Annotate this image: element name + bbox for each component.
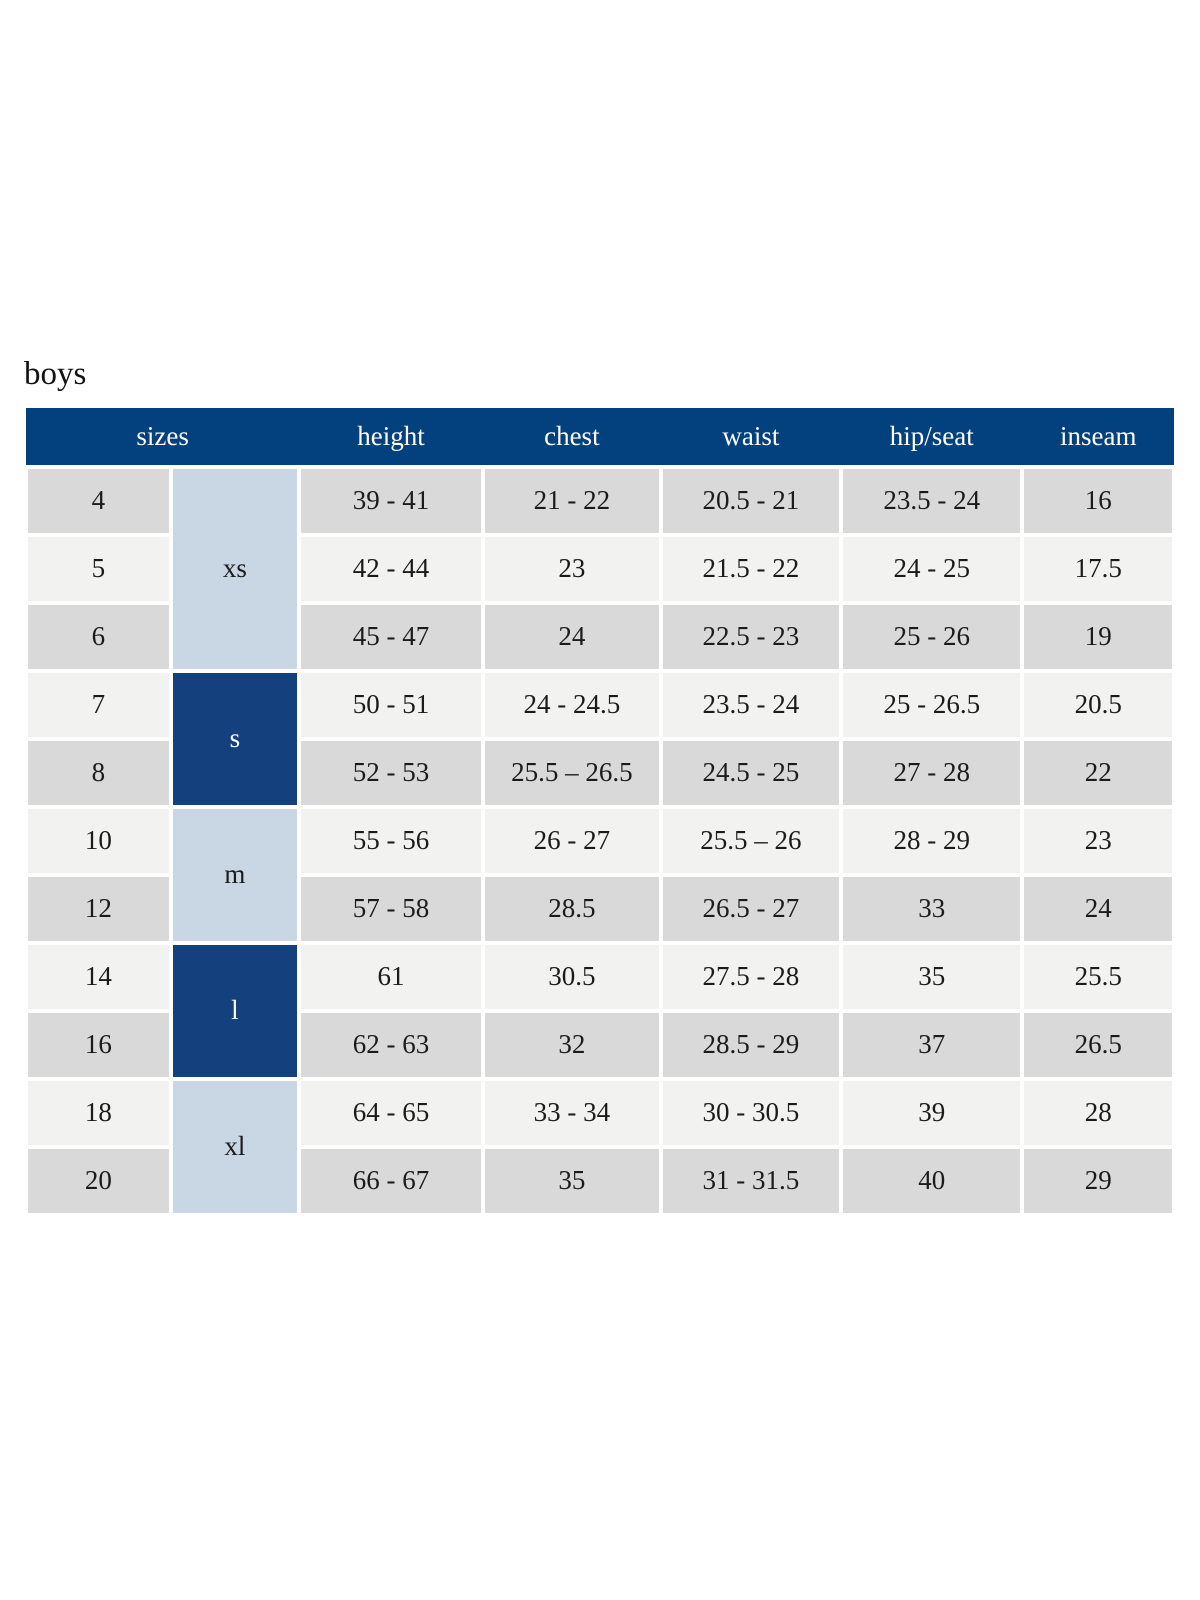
waist-cell: 28.5 - 29 bbox=[658, 1008, 844, 1081]
table-row: 4 xs 39 - 41 21 - 22 20.5 - 21 23.5 - 24 16 bbox=[24, 464, 1176, 673]
hip-seat-cell: 28 - 29 bbox=[839, 804, 1025, 877]
column-header-height: height bbox=[299, 407, 483, 467]
size-number-cell: 12 bbox=[24, 872, 173, 945]
hip-seat-cell: 37 bbox=[839, 1008, 1025, 1081]
height-cell: 64 - 65 bbox=[297, 1076, 485, 1149]
height-cell: 62 - 63 bbox=[297, 1008, 485, 1081]
height-cell: 61 bbox=[297, 940, 485, 1013]
size-number-cell: 18 bbox=[24, 1076, 173, 1149]
chest-cell: 28.5 bbox=[480, 872, 663, 945]
height-cell: 57 - 58 bbox=[297, 872, 485, 945]
size-number-cell: 16 bbox=[24, 1008, 173, 1081]
waist-cell: 30 - 30.5 bbox=[658, 1076, 844, 1149]
chest-cell: 32 bbox=[480, 1008, 663, 1081]
height-cell: 45 - 47 bbox=[297, 600, 485, 673]
waist-cell: 25.5 – 26 bbox=[658, 804, 844, 877]
header-row: sizes height chest waist hip/seat inseam bbox=[26, 407, 1174, 467]
table-row: 12 57 - 58 28.5 26.5 - 27 33 24 bbox=[24, 872, 1176, 945]
height-cell: 55 - 56 bbox=[297, 804, 485, 877]
hip-seat-cell: 25 - 26 bbox=[839, 600, 1025, 673]
inseam-cell: 28 bbox=[1020, 1076, 1176, 1149]
hip-seat-cell: 33 bbox=[839, 872, 1025, 945]
inseam-cell: 16 bbox=[1020, 464, 1176, 537]
size-number-cell: 4 bbox=[24, 464, 173, 537]
column-header-inseam: inseam bbox=[1022, 407, 1174, 467]
boys-size-chart-table: sizes height chest waist hip/seat inseam… bbox=[24, 407, 1176, 1217]
waist-cell: 31 - 31.5 bbox=[658, 1144, 844, 1217]
inseam-cell: 19 bbox=[1020, 600, 1176, 673]
chest-cell: 24 - 24.5 bbox=[480, 668, 663, 741]
inseam-cell: 26.5 bbox=[1020, 1008, 1176, 1081]
inseam-cell: 29 bbox=[1020, 1144, 1176, 1217]
column-header-hip-seat: hip/seat bbox=[841, 407, 1023, 467]
table-row: 6 45 - 47 24 22.5 - 23 25 - 26 19 bbox=[24, 600, 1176, 673]
table-row: 10 m 55 - 56 26 - 27 25.5 – 26 28 - 29 23 bbox=[24, 804, 1176, 945]
hip-seat-cell: 24 - 25 bbox=[839, 532, 1025, 605]
hip-seat-cell: 39 bbox=[839, 1076, 1025, 1149]
size-number-cell: 7 bbox=[24, 668, 173, 741]
hip-seat-cell: 35 bbox=[839, 940, 1025, 1013]
height-cell: 66 - 67 bbox=[297, 1144, 485, 1217]
column-header-chest: chest bbox=[482, 407, 661, 467]
height-cell: 52 - 53 bbox=[297, 736, 485, 809]
size-number-cell: 14 bbox=[24, 940, 173, 1013]
chest-cell: 23 bbox=[480, 532, 663, 605]
chest-cell: 35 bbox=[480, 1144, 663, 1217]
inseam-cell: 22 bbox=[1020, 736, 1176, 809]
table-row: 16 62 - 63 32 28.5 - 29 37 26.5 bbox=[24, 1008, 1176, 1081]
size-group-cell-xs: xs bbox=[168, 464, 302, 673]
waist-cell: 20.5 - 21 bbox=[658, 464, 844, 537]
chest-cell: 24 bbox=[480, 600, 663, 673]
table-row: 7 s 50 - 51 24 - 24.5 23.5 - 24 25 - 26.5 20.5 bbox=[24, 668, 1176, 809]
inseam-cell: 25.5 bbox=[1020, 940, 1176, 1013]
column-header-sizes: sizes bbox=[26, 407, 300, 467]
chest-cell: 33 - 34 bbox=[480, 1076, 663, 1149]
waist-cell: 23.5 - 24 bbox=[658, 668, 844, 741]
size-table-body: 4 xs 39 - 41 21 - 22 20.5 - 21 23.5 - 24 16 5 42… bbox=[24, 464, 1176, 1217]
hip-seat-cell: 40 bbox=[839, 1144, 1025, 1217]
table-row: 8 52 - 53 25.5 – 26.5 24.5 - 25 27 - 28 22 bbox=[24, 736, 1176, 809]
chest-cell: 21 - 22 bbox=[480, 464, 663, 537]
table-row: 20 66 - 67 35 31 - 31.5 40 29 bbox=[24, 1144, 1176, 1217]
table-row: 18 xl 64 - 65 33 - 34 30 - 30.5 39 28 bbox=[24, 1076, 1176, 1217]
inseam-cell: 17.5 bbox=[1020, 532, 1176, 605]
inseam-cell: 20.5 bbox=[1020, 668, 1176, 741]
waist-cell: 24.5 - 25 bbox=[658, 736, 844, 809]
size-group-cell-l: l bbox=[168, 940, 302, 1081]
hip-seat-cell: 27 - 28 bbox=[839, 736, 1025, 809]
size-group-cell-m: m bbox=[168, 804, 302, 945]
size-group-cell-xl: xl bbox=[168, 1076, 302, 1217]
chest-cell: 26 - 27 bbox=[480, 804, 663, 877]
chest-cell: 25.5 – 26.5 bbox=[480, 736, 663, 809]
size-group-cell-s: s bbox=[168, 668, 302, 809]
inseam-cell: 23 bbox=[1020, 804, 1176, 877]
hip-seat-cell: 25 - 26.5 bbox=[839, 668, 1025, 741]
waist-cell: 27.5 - 28 bbox=[658, 940, 844, 1013]
size-number-cell: 6 bbox=[24, 600, 173, 673]
height-cell: 42 - 44 bbox=[297, 532, 485, 605]
height-cell: 50 - 51 bbox=[297, 668, 485, 741]
waist-cell: 26.5 - 27 bbox=[658, 872, 844, 945]
size-number-cell: 20 bbox=[24, 1144, 173, 1217]
chest-cell: 30.5 bbox=[480, 940, 663, 1013]
size-number-cell: 5 bbox=[24, 532, 173, 605]
height-cell: 39 - 41 bbox=[297, 464, 485, 537]
table-row: 14 l 61 30.5 27.5 - 28 35 25.5 bbox=[24, 940, 1176, 1081]
page-title: boys bbox=[24, 356, 87, 392]
column-header-waist: waist bbox=[660, 407, 842, 467]
size-guide-section: boys sizes height chest waist hip/seat i… bbox=[24, 356, 1176, 1217]
size-number-cell: 8 bbox=[24, 736, 173, 809]
hip-seat-cell: 23.5 - 24 bbox=[839, 464, 1025, 537]
waist-cell: 21.5 - 22 bbox=[658, 532, 844, 605]
inseam-cell: 24 bbox=[1020, 872, 1176, 945]
waist-cell: 22.5 - 23 bbox=[658, 600, 844, 673]
size-number-cell: 10 bbox=[24, 804, 173, 877]
table-row: 5 42 - 44 23 21.5 - 22 24 - 25 17.5 bbox=[24, 532, 1176, 605]
